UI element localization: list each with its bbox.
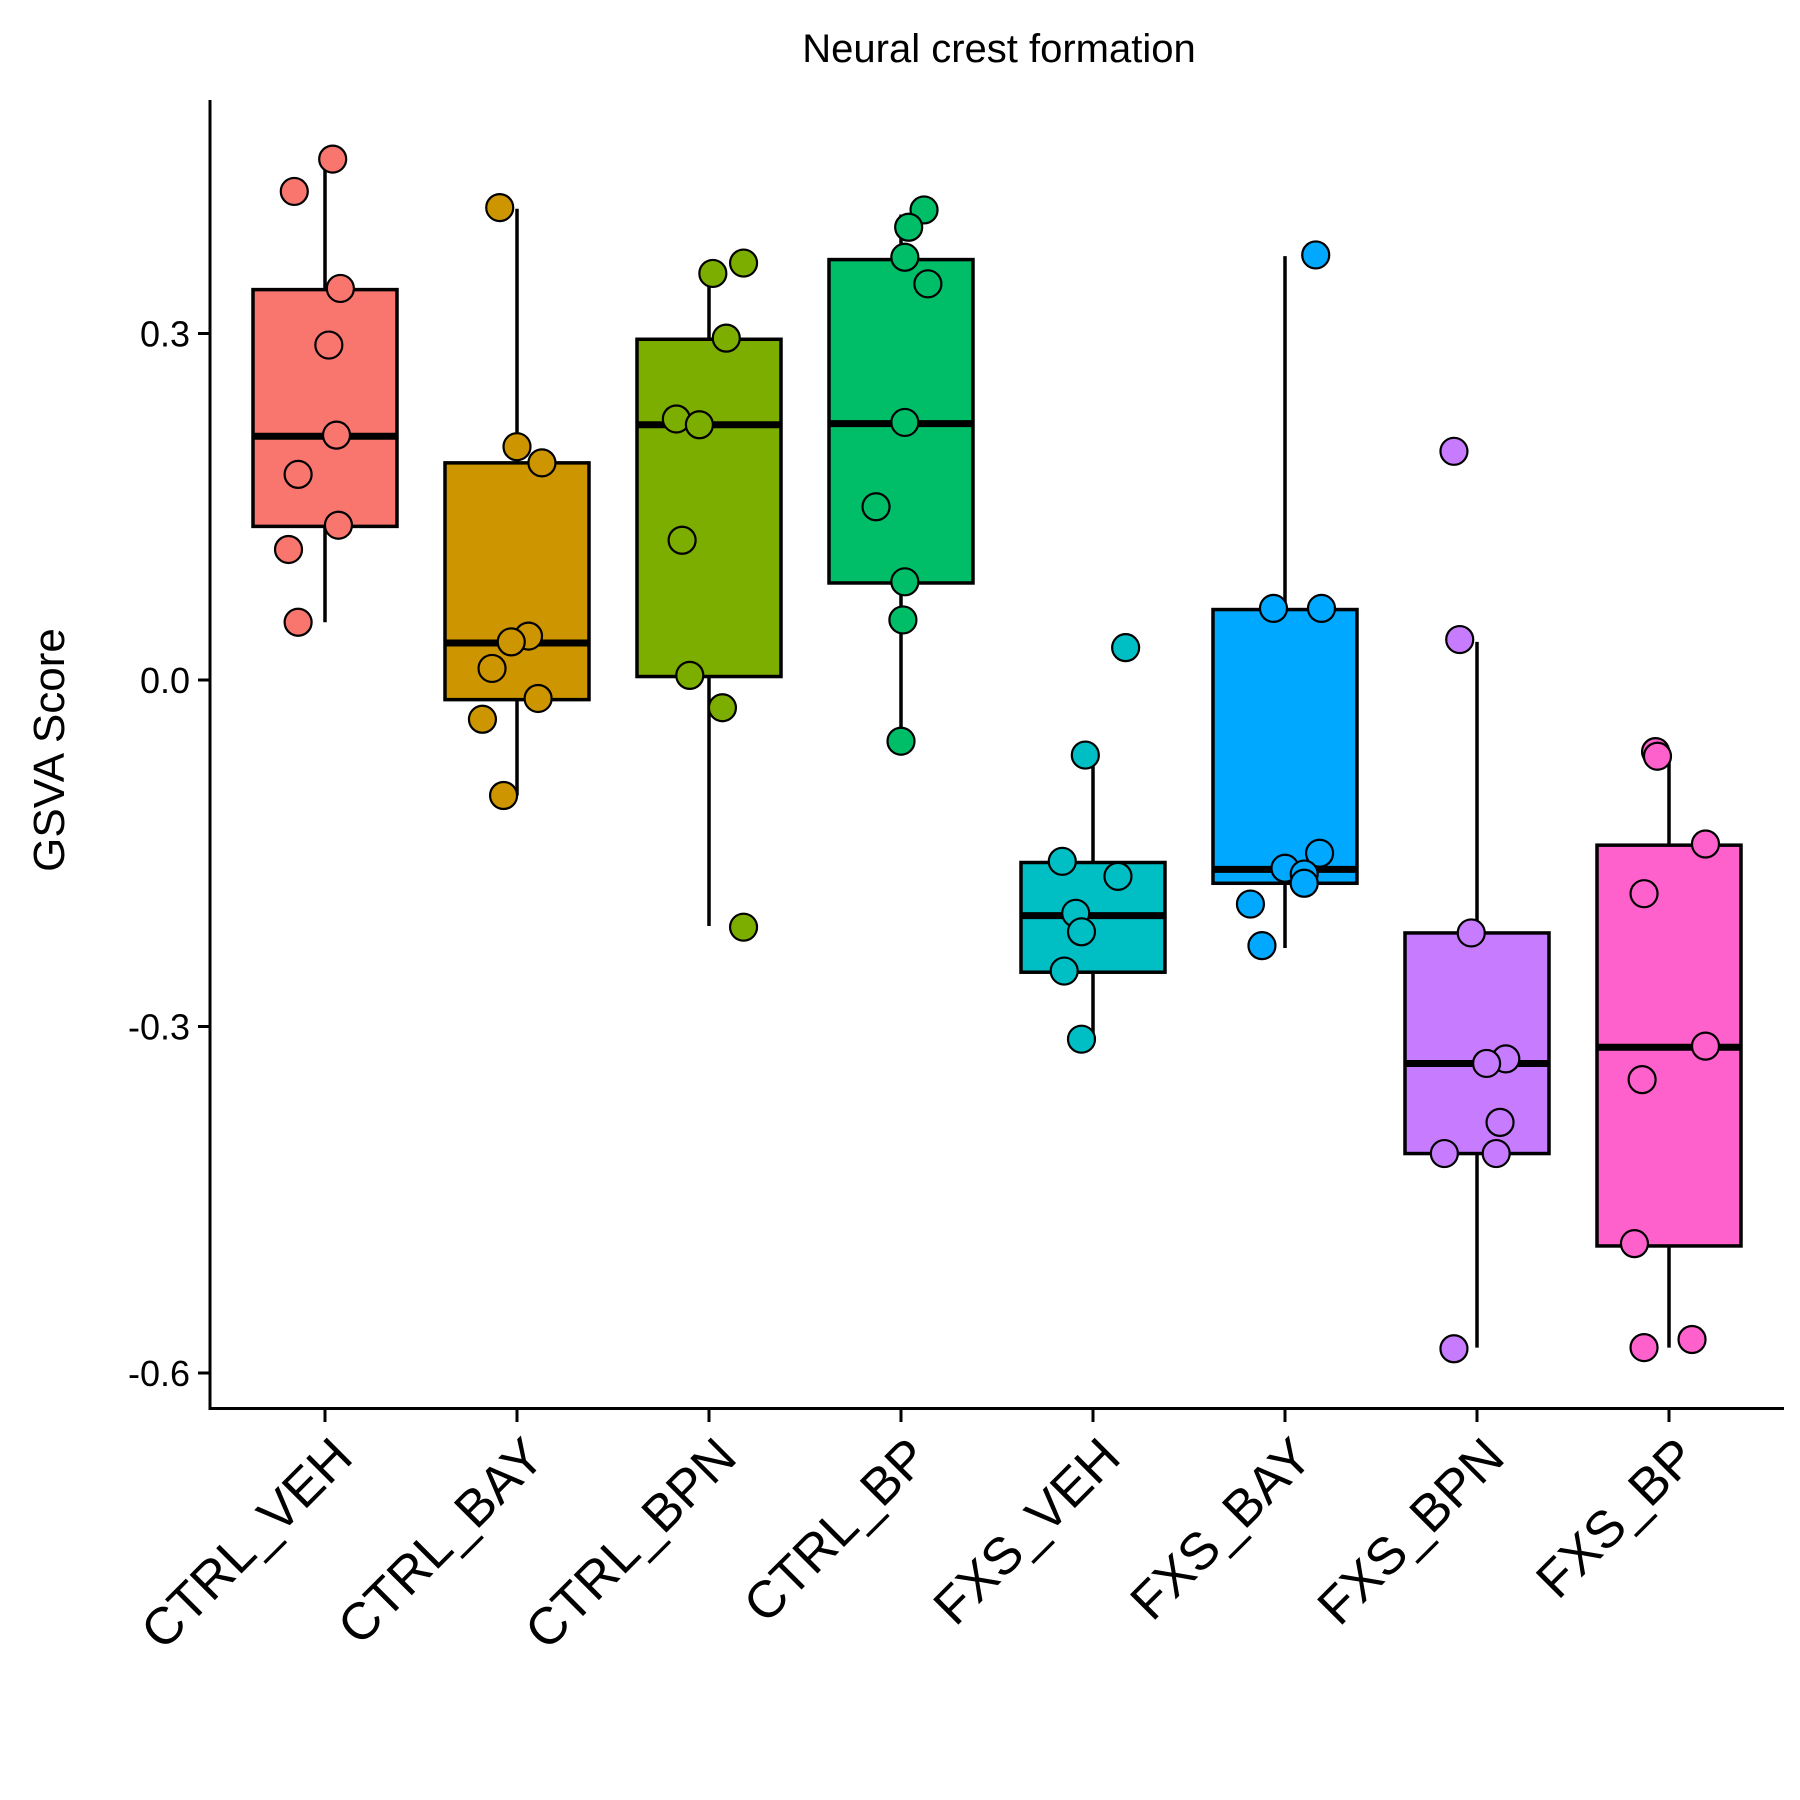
box [443,461,591,702]
data-point [283,459,313,490]
data-point [314,330,344,360]
data-point [1485,1107,1515,1137]
box [1403,931,1551,1156]
data-point [1304,838,1335,868]
data-point [711,323,741,353]
data-point [890,407,920,438]
y-axis-ticks: -0.6 -0.3 0.0 0.3 [128,314,210,1394]
data-point [1066,1024,1097,1054]
y-tick-label: -0.3 [128,1007,190,1048]
y-axis-label: GSVA Score [25,628,74,872]
x-tick-label: CTRL_BP [733,1427,940,1634]
data-point [1289,868,1319,898]
data-point [728,248,759,278]
data-point [1070,740,1100,770]
data-point [1258,593,1289,623]
data-point [1619,1229,1650,1259]
data-point [477,653,507,684]
data-point [1471,1048,1502,1079]
data-point [888,605,918,635]
data-point [1642,741,1673,771]
data-point [323,510,354,540]
data-point [273,534,304,565]
data-point [890,567,920,597]
data-point [684,410,715,440]
data-point [1690,829,1721,859]
data-point [488,780,519,811]
boxplot-fxs-bpn [1403,641,1551,1348]
data-point [1439,436,1469,466]
data-point [728,912,759,942]
chart-title: Neural crest formation [802,27,1195,71]
boxplots [251,157,1743,1348]
data-point [1235,889,1266,919]
x-tick-label: FXS_BAY [1120,1427,1324,1631]
data-point [698,258,728,289]
data-point [1629,1332,1659,1363]
data-point [913,269,943,299]
data-point [1247,931,1277,961]
boxplot-fxs-veh [1019,755,1167,1040]
data-point [1627,1065,1657,1095]
x-axis-ticks: CTRL_VEHCTRL_BAYCTRL_BPNCTRL_BPFXS_VEHFX… [130,1410,1707,1661]
data-point [1677,1324,1707,1355]
data-point [886,726,916,756]
data-point [279,176,309,207]
data-points [273,144,1721,1364]
y-tick-label: -0.6 [128,1353,190,1394]
data-point [1047,846,1077,876]
data-point [485,193,515,223]
data-point [321,420,352,450]
data-point [1481,1138,1511,1169]
y-tick-label: 0.3 [140,314,190,355]
data-point [496,627,526,657]
box [251,287,399,529]
data-point [1049,956,1079,986]
data-point [1111,633,1141,663]
x-tick-label: CTRL_VEH [130,1427,363,1660]
data-point [502,432,532,462]
data-point [1301,240,1331,270]
x-tick-label: FXS_BP [1525,1427,1707,1609]
data-point [318,144,348,174]
data-point [467,704,498,734]
data-point [523,683,553,714]
data-point [527,448,557,478]
data-point [1103,861,1133,891]
data-point [707,693,738,723]
boxplot-ctrl-bp [827,214,975,742]
boxplot-ctrl-bay [443,208,591,796]
data-point [667,525,697,555]
data-point [1429,1138,1459,1169]
box [635,337,783,679]
data-point [325,273,355,304]
box [1211,607,1359,886]
x-tick-label: FXS_VEH [923,1427,1132,1636]
boxplot-ctrl-bpn [635,269,783,927]
x-tick-label: FXS_BPN [1307,1427,1516,1636]
data-point [890,242,920,272]
data-point [283,607,313,637]
data-point [1439,1334,1469,1364]
y-tick-label: 0.0 [140,660,190,701]
data-point [675,660,705,690]
data-point [1066,917,1097,947]
data-point [1456,918,1486,948]
data-point [861,492,891,522]
data-point [1690,1031,1721,1061]
data-point [1306,593,1337,623]
data-point [894,212,924,242]
data-point [1445,624,1475,655]
data-point [1629,879,1659,909]
